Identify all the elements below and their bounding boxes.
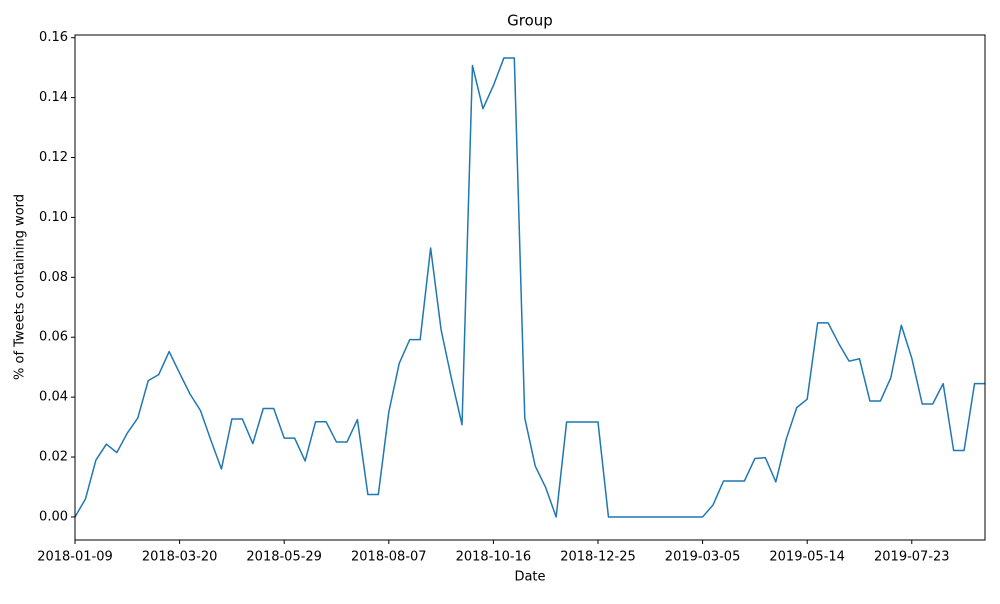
- x-tick-label: 2018-05-29: [246, 550, 322, 565]
- y-tick-label: 0.04: [39, 390, 68, 405]
- x-tick-label: 2018-03-20: [142, 550, 218, 565]
- x-tick-label: 2019-05-14: [769, 550, 845, 565]
- y-tick-label: 0.02: [39, 450, 68, 465]
- x-tick-label: 2018-10-16: [456, 550, 532, 565]
- x-axis-label: Date: [514, 570, 545, 585]
- y-tick-label: 0.10: [39, 210, 68, 225]
- x-tick-label: 2018-12-25: [560, 550, 636, 565]
- x-tick-label: 2019-03-05: [665, 550, 741, 565]
- y-tick-label: 0.12: [39, 150, 68, 165]
- y-axis-label: % of Tweets containing word: [13, 194, 28, 380]
- x-tick-label: 2019-07-23: [874, 550, 950, 565]
- x-tick-label: 2018-01-09: [37, 550, 113, 565]
- chart-title: Group: [507, 12, 553, 30]
- y-tick-label: 0.06: [39, 330, 68, 345]
- plot-frame: [74, 34, 986, 541]
- y-tick-label: 0.08: [39, 270, 68, 285]
- y-tick-label: 0.00: [39, 509, 68, 524]
- y-tick-label: 0.14: [39, 90, 68, 105]
- y-tick-label: 0.16: [39, 30, 68, 45]
- data-line: [74, 57, 985, 518]
- x-tick-label: 2018-08-07: [351, 550, 427, 565]
